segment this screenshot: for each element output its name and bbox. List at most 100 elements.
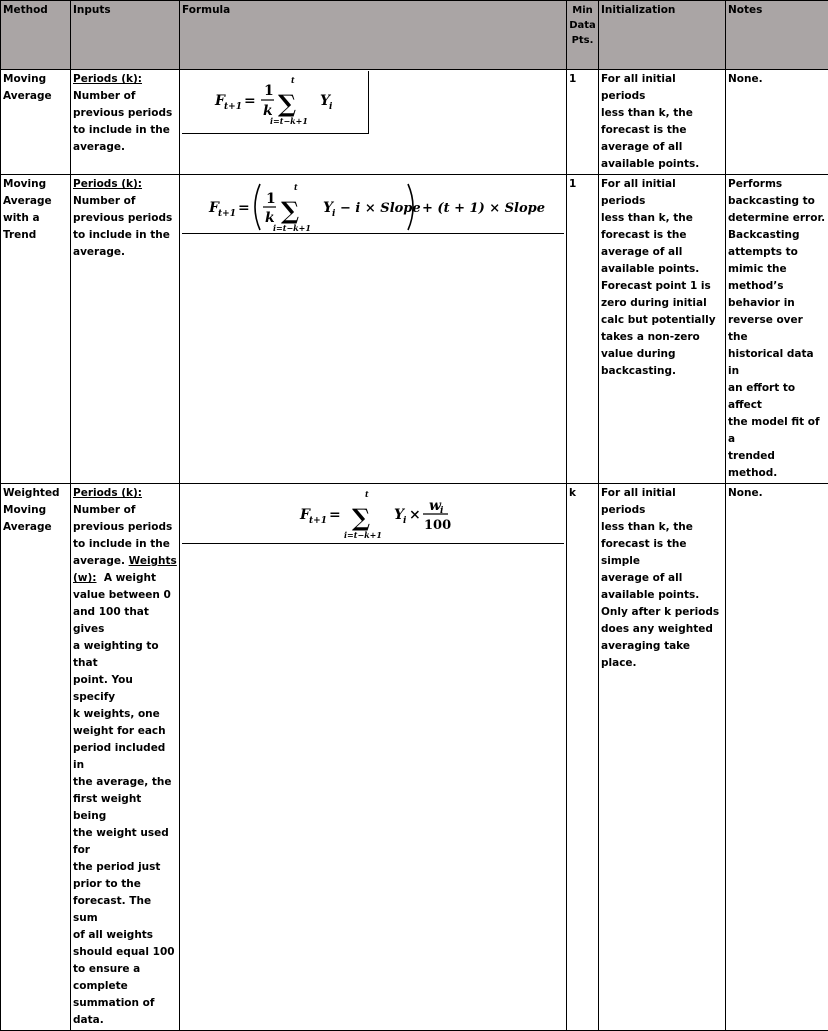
method-line: with a [3, 210, 68, 227]
init-line: less than k, the [601, 519, 723, 536]
formula-times: × [409, 507, 421, 523]
init-line: For all initial periods [601, 485, 723, 519]
formula-minus-slope: − i × Slope [340, 201, 421, 216]
notes-line: attempts to [728, 244, 826, 261]
init-line: zero during initial [601, 295, 723, 312]
inputs-line: to include in the [73, 536, 177, 553]
table-row: Weighted Moving Average Periods (k): Num… [1, 484, 828, 1031]
inputs-line: of all weights [73, 927, 177, 944]
header-min-line: Min [568, 3, 597, 18]
sum-lower-limit: i=t−k+1 [273, 223, 311, 233]
init-line: value during [601, 346, 723, 363]
header-notes: Notes [726, 1, 828, 70]
inputs-cell: Periods (k): Number of previous periods … [71, 175, 180, 484]
notes-line: behavior in [728, 295, 826, 312]
left-paren [255, 184, 260, 230]
formula-box: F t+1 = 1 k ∑ t i=t−k+1 Y i − i × Slope [182, 176, 564, 234]
formula-weighted-moving-average: F t+1 = ∑ t i=t−k+1 Y i × w i 100 [182, 485, 567, 543]
inputs-line: the period just [73, 859, 177, 876]
inputs-line: complete [73, 978, 177, 995]
init-line: average of all [601, 139, 723, 156]
inputs-line: Number of [73, 88, 177, 105]
method-line: Average [3, 519, 68, 536]
formula-equals: = [244, 93, 256, 109]
init-line: less than k, the [601, 210, 723, 227]
inputs-line: and 100 that gives [73, 604, 177, 638]
notes-line: the model fit of a [728, 414, 826, 448]
notes-line: Backcasting [728, 227, 826, 244]
header-initialization: Initialization [599, 1, 726, 70]
inputs-line: data. [73, 1012, 177, 1029]
inputs-line: average. [73, 244, 177, 261]
method-cell: Moving Average with a Trend [1, 175, 71, 484]
formula-lhs-sub: t+1 [224, 102, 242, 112]
init-line: For all initial periods [601, 176, 723, 210]
min-pts-cell: k [567, 484, 599, 1031]
method-line: Moving [3, 176, 68, 193]
init-line: takes a non-zero [601, 329, 723, 346]
formula-moving-average-trend: F t+1 = 1 k ∑ t i=t−k+1 Y i − i × Slope [182, 176, 567, 233]
header-inputs: Inputs [71, 1, 180, 70]
min-pts-cell: 1 [567, 175, 599, 484]
init-line: For all initial periods [601, 71, 723, 105]
inputs-line: point. You specify [73, 672, 177, 706]
inputs-line: k weights, one [73, 706, 177, 723]
inputs-line: weight for each [73, 723, 177, 740]
header-method: Method [1, 1, 71, 70]
inputs-line: first weight being [73, 791, 177, 825]
initialization-cell: For all initial periods less than k, the… [599, 484, 726, 1031]
inputs-line: average. Weights [73, 553, 177, 570]
init-line: Only after k periods [601, 604, 723, 621]
notes-line: Performs [728, 176, 826, 193]
inputs-line: Number of [73, 193, 177, 210]
inputs-line: a weighting to that [73, 638, 177, 672]
notes-line: reverse over the [728, 312, 826, 346]
formula-equals: = [329, 507, 341, 523]
input-weights-symbol: (w): [73, 572, 97, 584]
formula-term-sub: i [332, 209, 336, 219]
formula-term-sub: i [403, 516, 407, 526]
inputs-cell: Periods (k): Number of previous periods … [71, 484, 180, 1031]
method-line: Moving [3, 502, 68, 519]
sum-lower-limit: i=t−k+1 [270, 116, 308, 126]
formula-lhs-sub: t+1 [309, 516, 327, 526]
formula-term-sub: i [329, 102, 333, 112]
sum-symbol: ∑ [352, 503, 370, 532]
input-param-label: Periods (k): [73, 176, 177, 193]
method-line: Moving [3, 71, 68, 88]
inputs-line: average. [73, 139, 177, 156]
sum-symbol: ∑ [278, 89, 296, 118]
header-min-data-pts: Min Data Pts. [567, 1, 599, 70]
init-line: available points. [601, 156, 723, 173]
inputs-line: period included in [73, 740, 177, 774]
header-data-line: Data [568, 18, 597, 33]
init-line: available points. [601, 261, 723, 278]
notes-line: determine error. [728, 210, 826, 227]
table-row: Moving Average Periods (k): Number of pr… [1, 70, 828, 175]
inputs-line: previous periods [73, 519, 177, 536]
method-line: Average [3, 88, 68, 105]
table-row: Moving Average with a Trend Periods (k):… [1, 175, 828, 484]
init-line: forecast is the [601, 227, 723, 244]
input-param-label: Periods (k): [73, 71, 177, 88]
sum-upper-limit: t [365, 489, 369, 499]
inputs-line: previous periods [73, 210, 177, 227]
formula-frac-num: 1 [266, 191, 276, 207]
method-cell: Weighted Moving Average [1, 484, 71, 1031]
notes-cell: Performs backcasting to determine error.… [726, 175, 828, 484]
init-line: calc but potentially [601, 312, 723, 329]
notes-line: None. [728, 485, 826, 502]
inputs-line: value between 0 [73, 587, 177, 604]
weight-denominator: 100 [424, 518, 451, 533]
init-line: average of all [601, 244, 723, 261]
inputs-text: average. [73, 555, 129, 567]
init-line: Forecast point 1 is [601, 278, 723, 295]
method-line: Trend [3, 227, 68, 244]
notes-line: method’s [728, 278, 826, 295]
inputs-line: (w): A weight [73, 570, 177, 587]
inputs-text: A weight [104, 572, 156, 584]
notes-line: None. [728, 71, 826, 88]
formula-equals: = [238, 200, 250, 216]
input-param-label: Periods (k): [73, 485, 177, 502]
